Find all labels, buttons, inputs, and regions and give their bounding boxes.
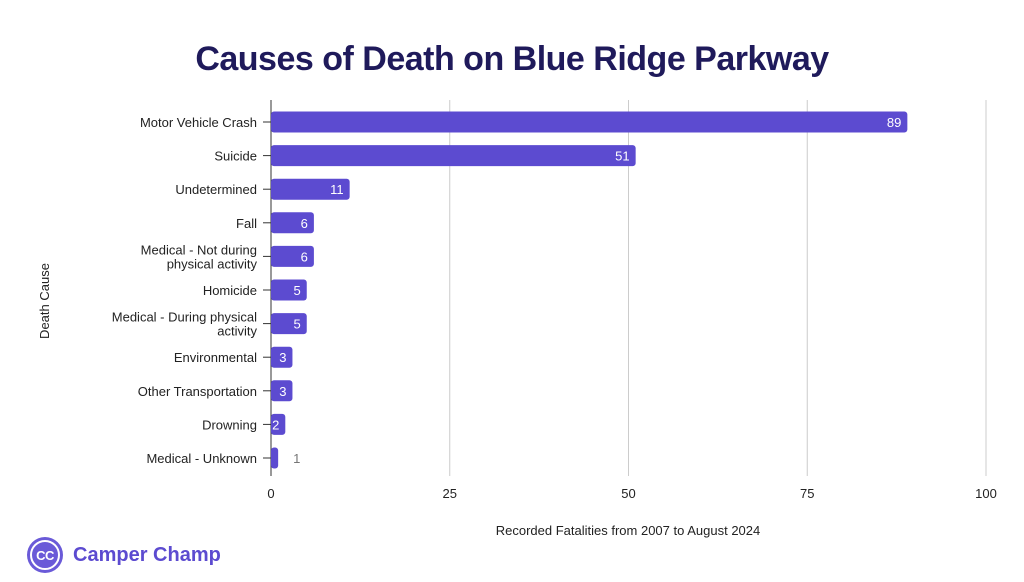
- category-label: Medical - Unknown: [146, 451, 257, 466]
- x-tick-label: 25: [443, 486, 457, 501]
- bar: [271, 346, 293, 368]
- bar-value-label: 5: [294, 317, 301, 332]
- bar: [271, 245, 314, 267]
- category-label: Undetermined: [175, 182, 257, 197]
- x-tick-label: 100: [975, 486, 997, 501]
- category-label: Fall: [236, 216, 257, 231]
- bar: [271, 447, 279, 469]
- bar-value-label: 6: [301, 216, 308, 231]
- bar: [271, 380, 293, 402]
- bars: 89 51 11 6 6 5 5 3 3 2 1: [271, 111, 908, 469]
- bar-value-label: 2: [272, 417, 279, 432]
- x-axis-title: Recorded Fatalities from 2007 to August …: [496, 523, 761, 538]
- category-label: Medical - During physical: [112, 310, 257, 325]
- bar: [271, 145, 636, 167]
- x-tick-label: 75: [800, 486, 814, 501]
- bar: [271, 279, 307, 301]
- bar: [271, 212, 314, 234]
- x-tick-label: 50: [621, 486, 635, 501]
- brand-name: Camper Champ: [73, 543, 221, 566]
- bar: [271, 178, 350, 200]
- bar-value-label: 5: [294, 283, 301, 298]
- bar-value-label: 51: [615, 149, 629, 164]
- brand-logo-text: CC: [36, 547, 54, 563]
- category-label: physical activity: [167, 256, 258, 271]
- category-label: Homicide: [203, 283, 257, 298]
- bar-value-label: 1: [293, 451, 300, 466]
- camper-champ-logo-icon: CC: [27, 537, 63, 573]
- bar: [271, 413, 286, 435]
- bar: [271, 111, 908, 133]
- bar-value-label: 3: [279, 350, 286, 365]
- brand: CC Camper Champ: [27, 537, 221, 573]
- category-label: Drowning: [202, 417, 257, 432]
- category-label: Other Transportation: [138, 384, 257, 399]
- category-labels: Motor Vehicle Crash Suicide Undetermined Fa…: [112, 115, 258, 466]
- category-label: Medical - Not during: [141, 242, 257, 257]
- y-axis-title: Death Cause: [37, 263, 52, 339]
- bar-value-label: 3: [279, 384, 286, 399]
- x-axis-ticks: 0 25 50 75 100: [263, 121, 997, 501]
- category-label: Environmental: [174, 350, 257, 365]
- chart-title: Causes of Death on Blue Ridge Parkway: [195, 40, 829, 78]
- bar-value-label: 89: [887, 115, 901, 130]
- bar: [271, 313, 307, 335]
- category-label: activity: [217, 324, 257, 339]
- category-label: Motor Vehicle Crash: [140, 115, 257, 130]
- bar-value-label: 11: [330, 182, 344, 197]
- bar-value-label: 6: [301, 249, 308, 264]
- category-label: Suicide: [214, 149, 257, 164]
- x-tick-label: 0: [267, 486, 274, 501]
